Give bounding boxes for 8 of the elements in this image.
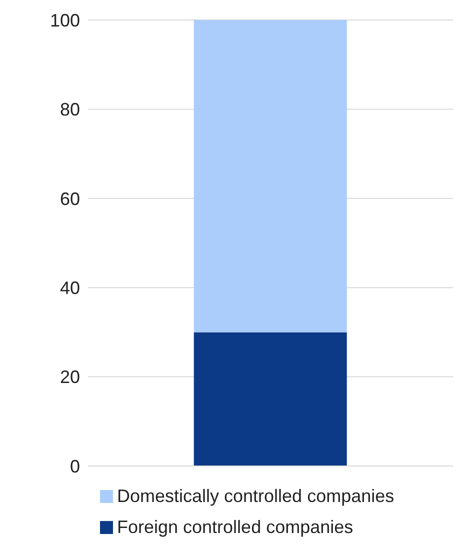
legend-label: Foreign controlled companies [117, 517, 354, 538]
y-tick-label: 0 [70, 456, 80, 476]
y-tick-label: 40 [60, 278, 80, 298]
y-tick-label: 60 [60, 188, 80, 209]
legend-label: Domestically controlled companies [117, 486, 394, 507]
y-tick-label: 100 [50, 10, 80, 30]
y-tick-label: 20 [60, 367, 80, 388]
y-tick-label: 80 [60, 100, 80, 120]
